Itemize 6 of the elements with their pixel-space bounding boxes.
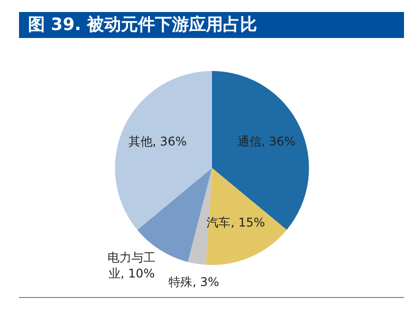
slice-label: 特殊, 3%: [168, 275, 220, 290]
slice-label: 通信, 36%: [237, 134, 296, 149]
chart-title: 图 39. 被动元件下游应用占比: [19, 12, 404, 38]
slice-label: 电力与工业, 10%: [108, 250, 156, 280]
slice-label: 其他, 36%: [128, 134, 187, 149]
slice-label: 汽车, 15%: [206, 215, 266, 230]
